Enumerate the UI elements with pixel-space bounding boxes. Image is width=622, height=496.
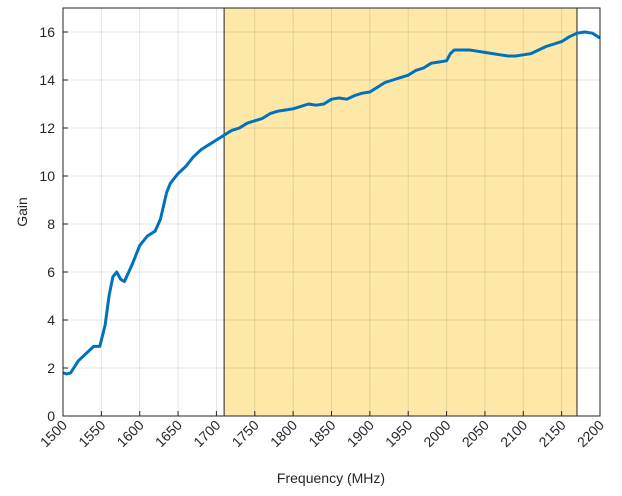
x-tick-label: 1800 (267, 417, 300, 450)
y-tick-label: 16 (39, 24, 55, 40)
x-tick-label: 1600 (113, 417, 146, 450)
x-tick-label: 1850 (305, 417, 338, 450)
y-tick-label: 2 (47, 360, 55, 376)
y-tick-label: 4 (47, 312, 55, 328)
y-axis-label: Gain (14, 197, 30, 227)
x-tick-label: 1700 (190, 417, 223, 450)
x-tick-label: 1650 (152, 417, 185, 450)
data-line (62, 30, 601, 376)
x-tick-label: 1550 (75, 417, 108, 450)
x-tick-label: 2050 (459, 417, 492, 450)
x-tick-label: 2100 (497, 417, 530, 450)
x-tick-label: 2000 (420, 417, 453, 450)
y-tick-label: 6 (47, 264, 55, 280)
y-tick-label: 14 (39, 72, 55, 88)
y-tick-label: 10 (39, 168, 55, 184)
axes-box (62, 7, 601, 417)
x-tick-label: 2150 (535, 417, 568, 450)
y-tick-label: 0 (47, 408, 55, 424)
x-tick-label: 1950 (382, 417, 415, 450)
x-axis-label: Frequency (MHz) (277, 470, 385, 486)
shaded-region (223, 7, 578, 417)
x-tick-label: 1900 (344, 417, 377, 450)
x-tick-label: 1750 (229, 417, 262, 450)
y-tick-label: 8 (47, 216, 55, 232)
y-tick-label: 12 (39, 120, 55, 136)
x-tick-label: 1500 (37, 417, 70, 450)
x-tick-label: 2200 (574, 417, 607, 450)
